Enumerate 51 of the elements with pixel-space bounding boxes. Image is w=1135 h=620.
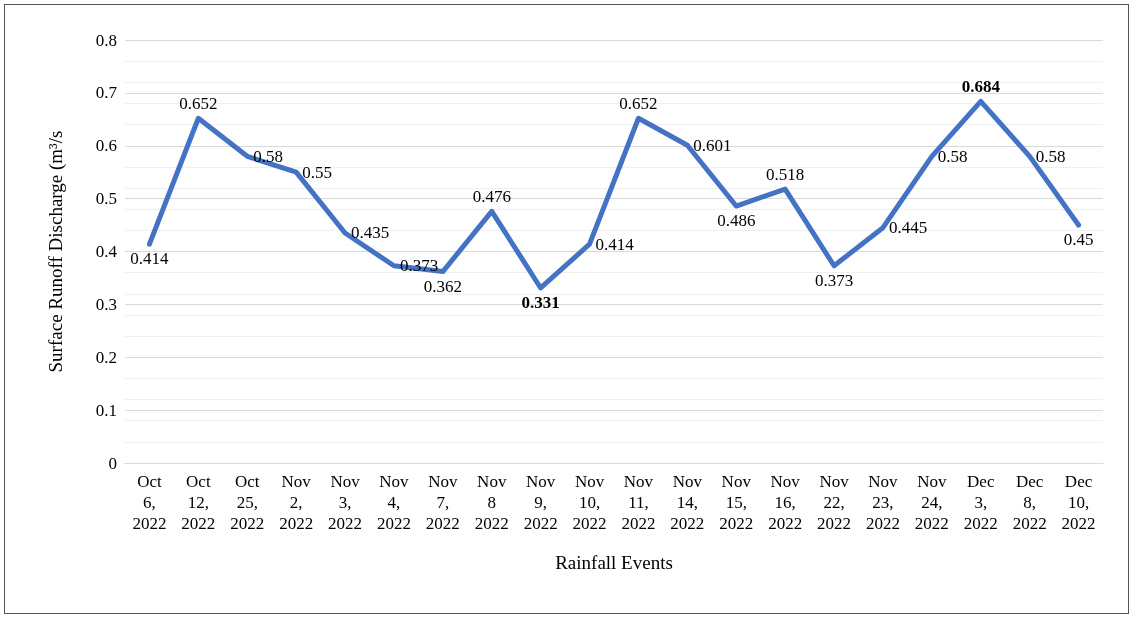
x-tick-label: Nov 3, 2022 [328,472,363,533]
y-axis-title: Surface Runoff Discharge (m³/s [45,130,67,373]
y-tick-label: 0.4 [95,242,118,261]
y-tick-label: 0.2 [95,347,117,367]
data-label: 0.414 [130,249,170,269]
x-tick-label: Nov 24, 2022 [914,472,949,533]
x-tick-label: Oct 12, 2022 [181,472,216,533]
y-tick-label: 0.8 [95,30,117,50]
x-tick-label: Oct 25, 2022 [230,472,265,533]
x-tick-label: Nov 7, 2022 [425,472,460,533]
data-label: 0.58 [253,146,283,166]
data-label: 0.58 [1035,146,1066,166]
x-tick-label: Nov 8 2022 [474,472,509,533]
data-label: 0.414 [595,234,635,254]
data-label: 0.435 [351,223,390,243]
data-label: 0.55 [302,162,332,182]
x-tick-label: Dec 3, 2022 [963,472,998,533]
x-tick-label: Nov 11, 2022 [621,472,656,533]
data-label: 0.445 [888,218,928,238]
data-label: 0.362 [423,276,462,296]
x-tick-label: Dec 8, 2022 [1012,472,1047,533]
data-label: 0.684 [961,77,1001,97]
data-label: 0.373 [399,256,439,276]
y-tick-label: 0.1 [95,400,117,420]
x-tick-label: Nov 23, 2022 [865,472,900,533]
data-label: 0.476 [472,187,511,207]
data-label: 0.601 [693,135,732,155]
data-label: 0.652 [179,94,218,114]
data-label: 0.331 [521,292,560,312]
x-tick-label: Nov 4, 2022 [376,472,411,533]
x-tick-label: Nov 14, 2022 [670,472,705,533]
y-tick-label: 0 [108,453,117,473]
x-tick-label: Nov 2, 2022 [279,472,314,533]
data-label: 0.58 [937,146,968,166]
x-tick-label: Dec 10, 2022 [1061,472,1096,533]
data-label: 0.518 [766,165,805,185]
y-tick-label: 0.6 [95,136,117,156]
x-tick-label: Nov 9, 2022 [523,472,558,533]
y-tick-label: 0.3 [95,294,117,314]
data-label: 0.652 [619,94,658,114]
x-tick-label: Nov 16, 2022 [768,472,803,533]
y-tick-label: 0.5 [95,189,117,209]
x-tick-label: Nov 15, 2022 [719,472,754,533]
x-tick-label: Nov 10, 2022 [572,472,607,533]
x-tick-label: Nov 22, 2022 [817,472,852,533]
y-tick-label: 0.7 [95,83,118,103]
x-axis-title: Rainfall Events [555,552,673,573]
data-label: 0.486 [717,211,756,231]
data-label: 0.373 [814,270,854,290]
x-tick-label: Oct 6, 2022 [132,472,167,533]
data-label: 0.45 [1063,230,1094,250]
